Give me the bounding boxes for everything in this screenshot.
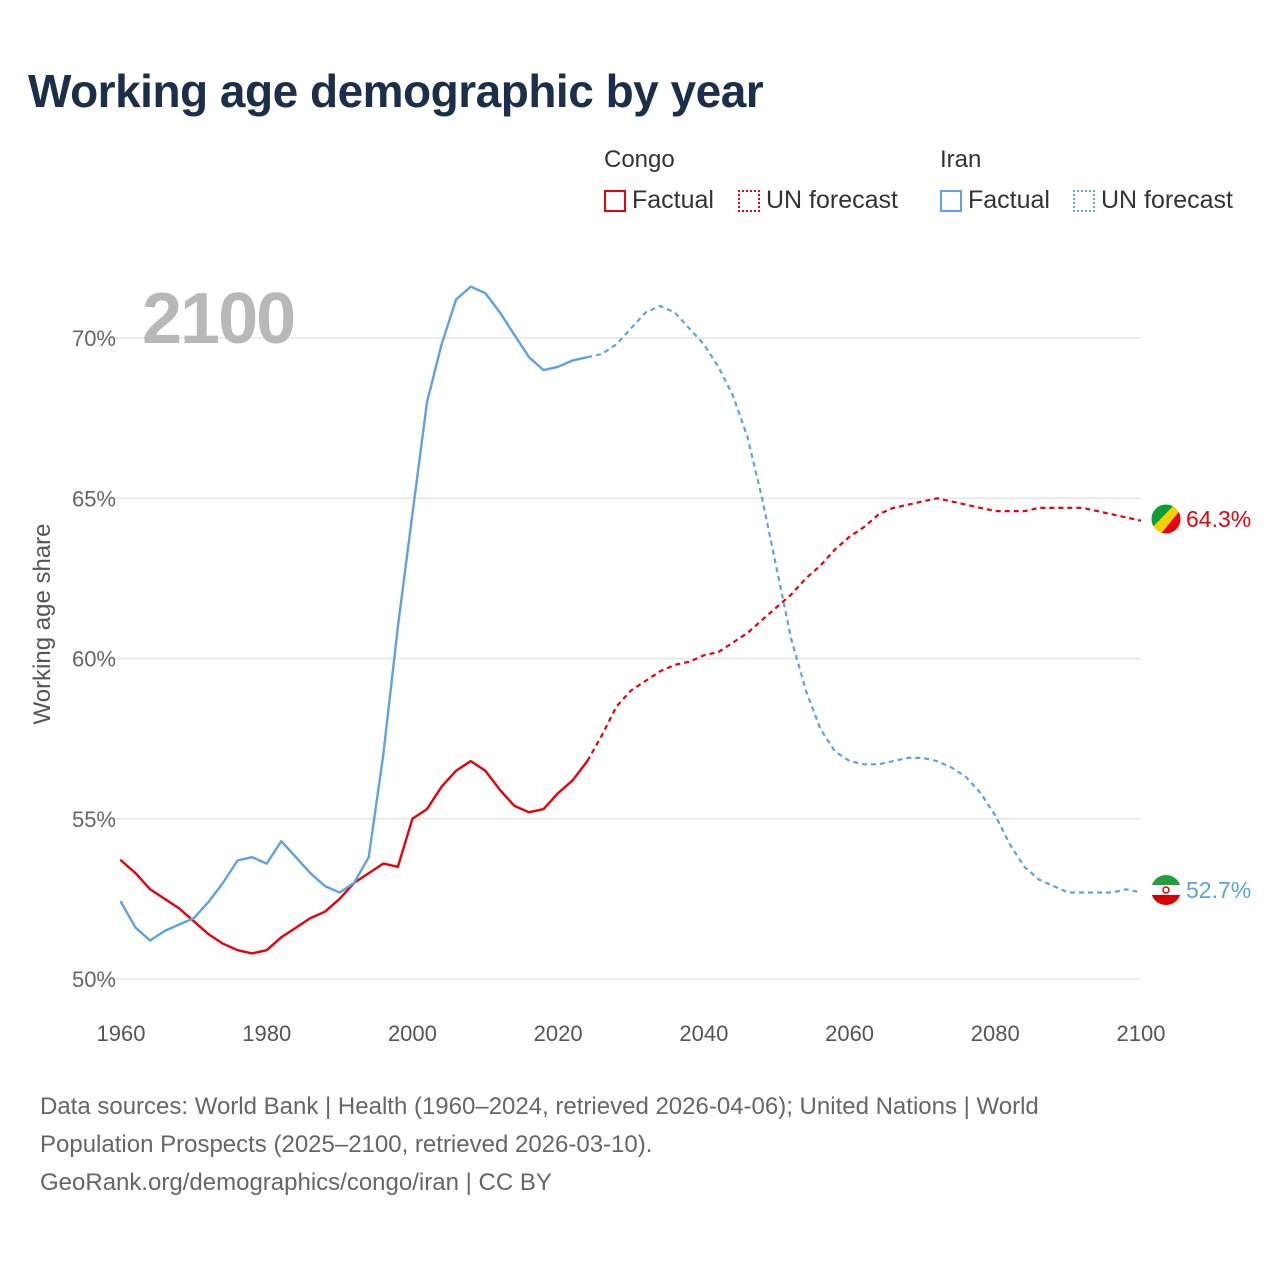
legend-iran-factual-swatch (940, 189, 962, 212)
x-tick-label-1960: 1960 (97, 1021, 146, 1046)
iran-factual-line (119, 285, 589, 942)
year-overlay: 2100 (142, 279, 294, 359)
legend-group-congo: Congo (604, 146, 675, 173)
iran-flag-icon (1151, 875, 1181, 905)
y-tick-label-55: 55% (72, 807, 116, 832)
congo-factual-line (119, 759, 589, 955)
y-axis-ticks: 50% 55% 60% 65% 70% (72, 326, 116, 992)
y-tick-label-70: 70% (72, 326, 116, 351)
series-lines (119, 285, 1142, 955)
data-sources-line-2: Population Prospects (2025–2100, retriev… (40, 1131, 653, 1158)
legend-congo-factual-label: Factual (632, 186, 714, 214)
x-tick-label-2060: 2060 (825, 1021, 874, 1046)
y-tick-label-50: 50% (72, 967, 116, 992)
iran-forecast-line (587, 304, 1142, 894)
chart-footer: Data sources: World Bank | Health (1960–… (40, 1088, 1240, 1202)
congo-forecast-line (586, 497, 1142, 762)
y-tick-label-65: 65% (72, 486, 116, 511)
iran-end-value: 52.7% (1186, 877, 1251, 903)
legend-iran-forecast-label: UN forecast (1101, 186, 1233, 214)
legend-congo-factual[interactable]: Factual (604, 186, 714, 215)
legend-congo-factual-swatch (604, 189, 626, 212)
attribution-link[interactable]: GeoRank.org/demographics/congo/iran | CC… (40, 1169, 552, 1196)
x-tick-label-2100: 2100 (1117, 1021, 1166, 1046)
chart-title: Working age demographic by year (28, 65, 764, 117)
legend-iran-factual-label: Factual (968, 186, 1050, 214)
line-chart: 2100 Working age share 50% 55% 60% 65% 70% 1… (29, 279, 1251, 1046)
congo-flag-icon (1150, 503, 1182, 535)
x-tick-label-2080: 2080 (971, 1021, 1020, 1046)
x-tick-label-2040: 2040 (679, 1021, 728, 1046)
x-tick-label-1980: 1980 (242, 1021, 291, 1046)
data-sources-line-1: Data sources: World Bank | Health (1960–… (40, 1093, 1039, 1120)
legend-iran-forecast-swatch (1073, 189, 1095, 212)
x-axis-ticks: 1960 1980 2000 2020 2040 2060 2080 2100 (97, 1021, 1166, 1046)
x-tick-label-2000: 2000 (388, 1021, 437, 1046)
legend-congo-forecast-label: UN forecast (766, 186, 898, 214)
y-tick-label-60: 60% (72, 647, 116, 672)
legend-iran-factual[interactable]: Factual (940, 186, 1050, 215)
legend-iran-forecast[interactable]: UN forecast (1073, 186, 1233, 215)
legend-group-iran: Iran (940, 146, 982, 173)
y-axis-title: Working age share (29, 524, 56, 725)
legend-congo-forecast[interactable]: UN forecast (738, 186, 898, 215)
congo-end-value: 64.3% (1186, 506, 1251, 532)
legend-congo-forecast-swatch (738, 189, 760, 212)
x-tick-label-2020: 2020 (534, 1021, 583, 1046)
grid-lines (110, 337, 1141, 980)
